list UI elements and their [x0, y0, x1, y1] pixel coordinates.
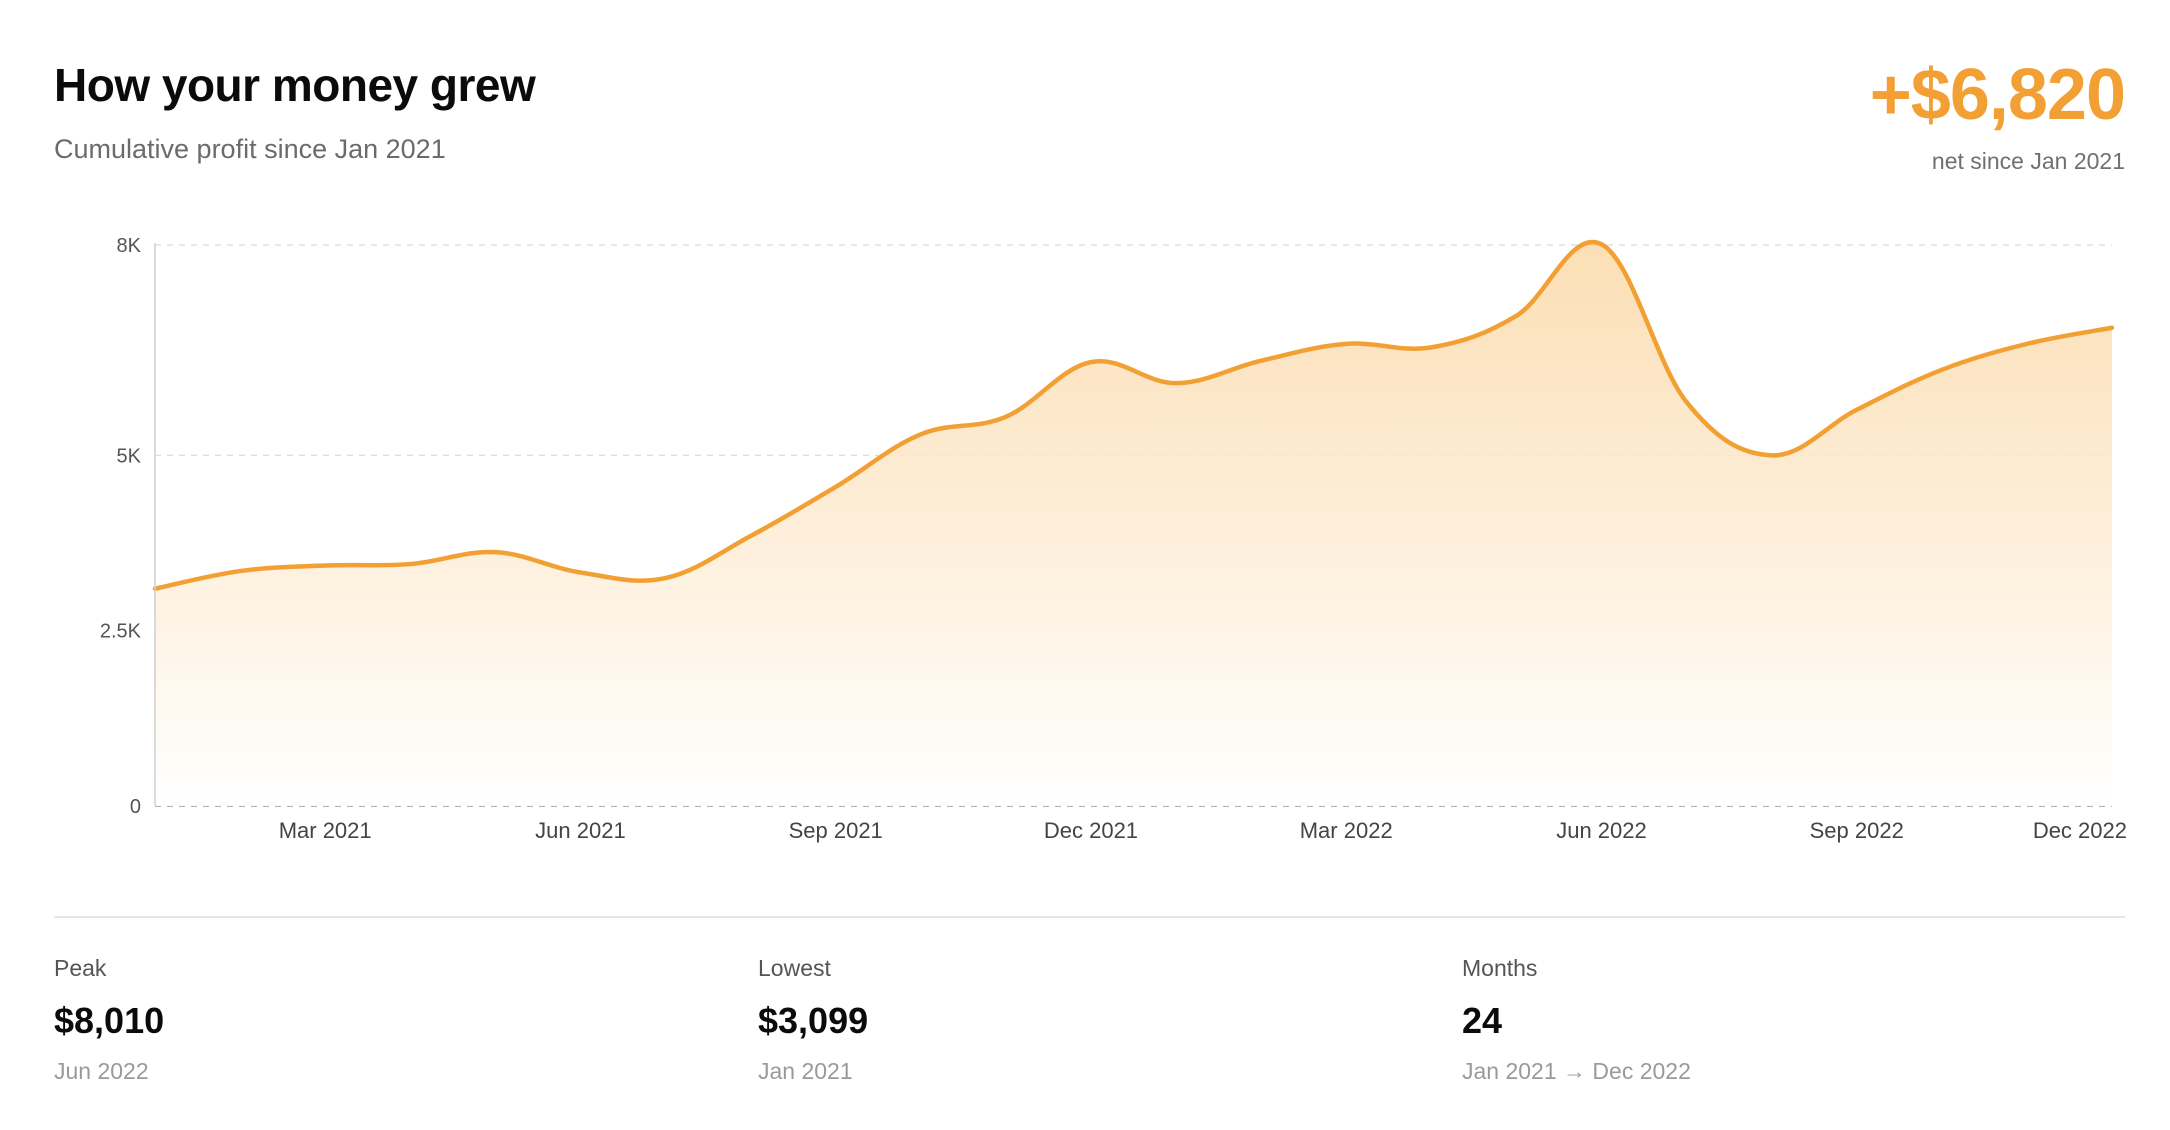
data-point: [1258, 358, 1264, 364]
x-tick-label: Jun 2022: [1556, 818, 1647, 843]
net-profit-label: net since Jan 2021: [1931, 148, 2125, 174]
chart-area-layer: [152, 239, 2115, 807]
page-subtitle: Cumulative profit since Jan 2021: [54, 134, 446, 164]
stat-lowest-value: $3,099: [758, 1000, 869, 1041]
net-profit-value: +$6,820: [1869, 55, 2126, 135]
data-point: [1428, 344, 1434, 350]
x-tick-label: Mar 2021: [279, 818, 372, 843]
x-tick-label: Jun 2021: [535, 818, 626, 843]
data-point: [492, 549, 498, 555]
stat-months-label: Months: [1462, 955, 1538, 981]
data-point: [1343, 341, 1349, 347]
stat-peak-value: $8,010: [54, 1000, 165, 1041]
stat-lowest-note: Jan 2021: [758, 1058, 853, 1084]
data-point: [1939, 367, 1945, 373]
stat-peak: Peak $8,010 Jun 2022: [54, 955, 164, 1085]
stat-peak-note: Jun 2022: [54, 1058, 149, 1084]
series-area-fill: [155, 242, 2112, 807]
stat-lowest: Lowest $3,099 Jan 2021: [758, 955, 868, 1085]
data-point: [833, 484, 839, 490]
data-point: [1598, 241, 1604, 247]
data-point: [2024, 341, 2030, 347]
series-line: [152, 239, 2115, 591]
data-point: [237, 568, 243, 574]
data-point: [1003, 414, 1009, 420]
y-tick-label: 8K: [117, 235, 142, 257]
data-point: [322, 562, 328, 568]
stat-months-value: 24: [1462, 1000, 1503, 1041]
page-title: How your money grew: [54, 59, 536, 111]
data-point: [1684, 399, 1690, 405]
data-point: [1088, 359, 1094, 365]
y-tick-label: 2.5K: [100, 621, 142, 643]
x-tick-label: Sep 2022: [1810, 818, 1904, 843]
data-point: [2109, 325, 2115, 331]
data-point: [748, 533, 754, 539]
y-tick-label: 5K: [117, 445, 142, 467]
section-divider: [54, 916, 2125, 918]
x-tick-label: Dec 2022: [2033, 818, 2127, 843]
x-tick-label: Dec 2021: [1044, 818, 1138, 843]
data-point: [663, 575, 669, 581]
x-tick-label: Mar 2022: [1300, 818, 1393, 843]
chart-axes: 0 2.5K 5K 8K Mar 2021 Jun 2021 Sep 2021 Dec 202…: [100, 235, 2127, 843]
x-tick-label: Sep 2021: [789, 818, 883, 843]
data-point: [1173, 380, 1179, 386]
stat-lowest-label: Lowest: [758, 955, 831, 981]
y-tick-label: 0: [130, 796, 141, 818]
stat-peak-label: Peak: [54, 955, 107, 981]
data-point: [1769, 452, 1775, 458]
data-point: [1854, 407, 1860, 413]
stat-months-note: Jan 2021 → Dec 2022: [1462, 1058, 1691, 1084]
data-point: [1513, 313, 1519, 319]
data-point: [577, 569, 583, 575]
data-point: [918, 431, 924, 437]
profit-area-chart: 0 2.5K 5K 8K Mar 2021 Jun 2021 Sep 2021 Dec 202…: [100, 235, 2127, 843]
stat-months: Months 24 Jan 2021 → Dec 2022: [1462, 955, 1691, 1085]
data-point: [407, 561, 413, 567]
